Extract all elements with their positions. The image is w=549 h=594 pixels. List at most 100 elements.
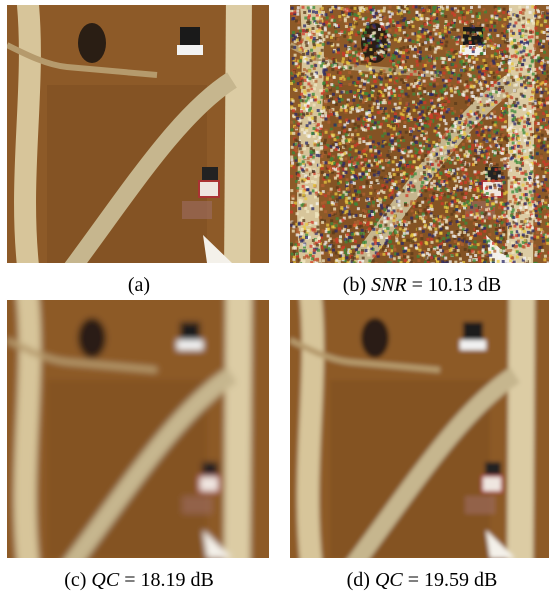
- noise: [351, 145, 354, 148]
- noise: [411, 172, 414, 175]
- noise: [513, 150, 516, 153]
- noise: [412, 93, 415, 96]
- noise: [333, 162, 336, 165]
- noise: [292, 109, 295, 112]
- noise: [544, 148, 547, 151]
- noise: [433, 66, 436, 69]
- noise: [401, 90, 404, 93]
- noise: [427, 248, 430, 251]
- noise: [416, 211, 419, 214]
- noise: [543, 184, 546, 187]
- noise: [422, 159, 425, 162]
- noise: [330, 83, 333, 86]
- noise: [326, 16, 329, 19]
- noise: [432, 250, 435, 253]
- noise: [376, 195, 379, 198]
- noise: [430, 71, 433, 74]
- noise: [359, 99, 362, 102]
- noise: [374, 223, 377, 226]
- noise: [457, 212, 460, 215]
- noise: [432, 141, 435, 144]
- noise: [527, 68, 530, 71]
- noise: [324, 194, 327, 197]
- noise: [537, 228, 540, 231]
- noise: [425, 17, 428, 20]
- noise: [447, 189, 450, 192]
- noise: [464, 122, 467, 125]
- noise: [542, 240, 545, 243]
- noise: [391, 141, 394, 144]
- noise: [440, 172, 443, 175]
- noise: [422, 230, 425, 233]
- noise: [515, 98, 518, 101]
- noise: [430, 156, 433, 159]
- noise: [398, 164, 401, 167]
- noise: [419, 209, 422, 212]
- noise: [384, 89, 387, 92]
- noise: [512, 251, 515, 254]
- noise: [305, 168, 308, 171]
- noise: [341, 98, 344, 101]
- noise: [324, 32, 327, 35]
- noise: [373, 162, 376, 165]
- noise: [523, 120, 526, 123]
- noise: [344, 157, 347, 160]
- noise: [506, 144, 509, 147]
- noise: [514, 198, 517, 201]
- noise: [491, 84, 494, 87]
- noise: [382, 248, 385, 251]
- noise: [388, 236, 391, 239]
- noise: [489, 254, 492, 257]
- noise: [403, 176, 406, 179]
- noise: [483, 184, 486, 187]
- noise: [423, 137, 426, 140]
- noise: [297, 174, 300, 177]
- noise: [513, 39, 516, 42]
- noise: [511, 124, 514, 127]
- noise: [455, 117, 458, 120]
- noise: [432, 22, 435, 25]
- noise: [541, 91, 544, 94]
- noise: [406, 84, 409, 87]
- noise: [336, 163, 339, 166]
- noise: [451, 156, 454, 159]
- noise: [519, 73, 522, 76]
- noise: [376, 45, 379, 48]
- noise: [318, 236, 321, 239]
- noise: [519, 161, 522, 164]
- noise: [437, 99, 440, 102]
- noise: [396, 21, 399, 24]
- noise: [457, 168, 460, 171]
- noise: [407, 146, 410, 149]
- noise: [390, 217, 393, 220]
- noise: [350, 31, 353, 34]
- noise: [400, 15, 403, 18]
- noise: [291, 201, 294, 204]
- noise: [402, 95, 405, 98]
- noise: [400, 156, 403, 159]
- building: [202, 167, 218, 181]
- noise: [332, 93, 335, 96]
- noise: [398, 29, 401, 32]
- noise: [336, 34, 339, 37]
- noise: [518, 212, 521, 215]
- noise: [316, 202, 319, 205]
- noise: [330, 222, 333, 225]
- noise: [362, 137, 365, 140]
- noise: [337, 182, 340, 185]
- noise: [327, 192, 330, 195]
- noise: [443, 84, 446, 87]
- noise: [471, 56, 474, 59]
- noise: [532, 103, 535, 106]
- noise: [466, 44, 469, 47]
- noise: [397, 209, 400, 212]
- noise: [389, 79, 392, 82]
- noise: [435, 29, 438, 32]
- noise: [403, 10, 406, 13]
- noise: [346, 8, 349, 11]
- noise: [354, 7, 357, 10]
- noise: [401, 64, 404, 67]
- noise: [487, 104, 490, 107]
- noise: [538, 250, 541, 253]
- noise: [469, 78, 472, 81]
